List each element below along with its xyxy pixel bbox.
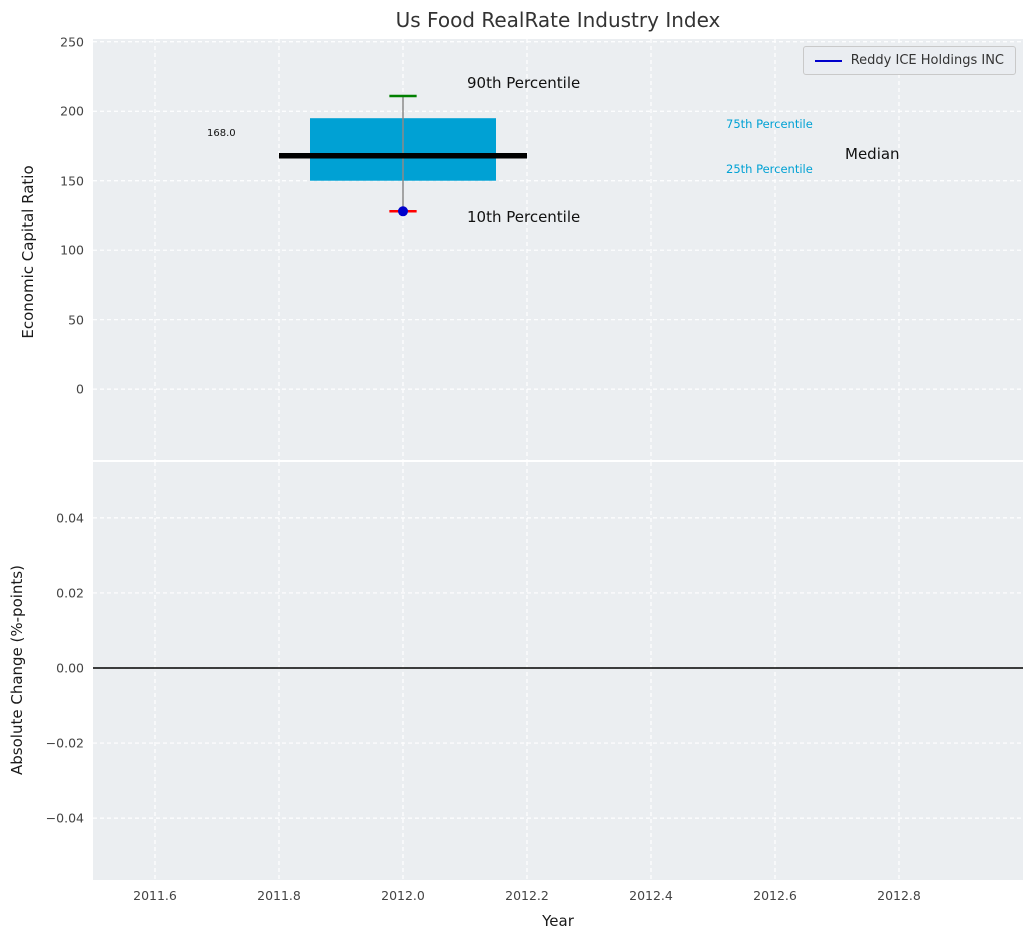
x-tick-label: 2012.6 bbox=[753, 888, 797, 903]
bottom-y-tick-label: −0.04 bbox=[45, 810, 84, 826]
top-y-tick-label: 200 bbox=[60, 103, 84, 119]
bottom-y-tick-label: 0.02 bbox=[56, 585, 84, 601]
top-y-tick-label: 0 bbox=[76, 381, 84, 397]
top-y-tick-label: 50 bbox=[68, 312, 84, 328]
annotation-median: Median bbox=[845, 145, 900, 163]
top-y-tick-label: 250 bbox=[60, 34, 84, 50]
top-y-tick-label: 150 bbox=[60, 173, 84, 189]
legend: Reddy ICE Holdings INC bbox=[802, 46, 1016, 75]
annotation-90th-percentile: 90th Percentile bbox=[467, 74, 581, 92]
legend-line-sample bbox=[814, 59, 842, 62]
x-tick-label: 2012.2 bbox=[505, 888, 549, 903]
legend-label: Reddy ICE Holdings INC bbox=[850, 53, 1004, 68]
top-y-tick-label: 100 bbox=[60, 242, 84, 258]
x-axis-label: Year bbox=[542, 912, 574, 930]
bottom-y-tick-label: 0.00 bbox=[56, 660, 84, 676]
annotation-75th-percentile: 75th Percentile bbox=[726, 117, 813, 131]
bottom-y-tick-label: 0.04 bbox=[56, 510, 84, 526]
x-tick-label: 2011.6 bbox=[133, 888, 177, 903]
x-tick-label: 2011.8 bbox=[257, 888, 301, 903]
chart-title: Us Food RealRate Industry Index bbox=[395, 8, 721, 32]
top-plot-bg bbox=[93, 39, 1023, 460]
annotation-median-value: 168.0 bbox=[207, 128, 236, 139]
bottom-plot-bg bbox=[93, 462, 1023, 880]
annotation-10th-percentile: 10th Percentile bbox=[467, 208, 581, 226]
x-tick-label: 2012.4 bbox=[629, 888, 673, 903]
x-tick-label: 2012.0 bbox=[381, 888, 425, 903]
x-tick-label: 2012.8 bbox=[877, 888, 921, 903]
annotation-25th-percentile: 25th Percentile bbox=[726, 162, 813, 176]
bottom-y-tick-label: −0.02 bbox=[45, 735, 84, 751]
company-marker bbox=[398, 206, 408, 217]
